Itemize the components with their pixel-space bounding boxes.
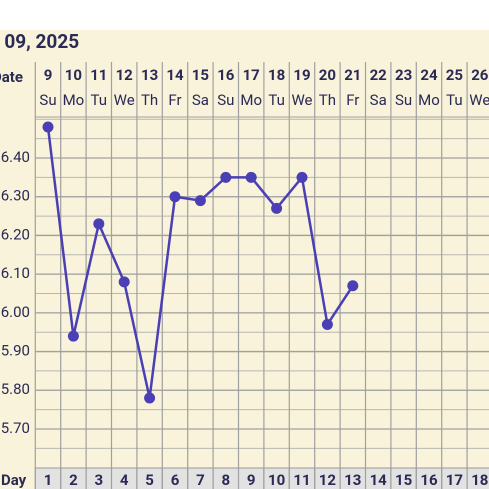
- data-point: [321, 318, 333, 330]
- y-tick-label: 36.20: [0, 225, 30, 243]
- y-tick-label: 35.70: [0, 419, 30, 437]
- date-label: 13: [141, 66, 158, 84]
- x-tick-label: 3: [94, 471, 103, 489]
- data-point: [42, 121, 54, 133]
- x-tick-label: 17: [446, 471, 463, 489]
- y-tick-label: 36.10: [0, 264, 30, 282]
- background: [0, 30, 489, 489]
- weekday-label: Th: [141, 91, 158, 109]
- date-label: 10: [65, 66, 82, 84]
- x-tick-label: 1: [44, 471, 53, 489]
- data-point: [118, 276, 130, 288]
- date-label: 25: [446, 66, 463, 84]
- x-tick-label: 7: [196, 471, 205, 489]
- date-label: 16: [217, 66, 235, 84]
- date-label: 15: [192, 66, 209, 84]
- x-tick-label: 10: [268, 471, 285, 489]
- data-point: [347, 280, 359, 292]
- weekday-label: Sa: [192, 91, 209, 109]
- weekday-label: Sa: [370, 91, 387, 109]
- x-tick-label: 8: [221, 471, 230, 489]
- x-tick-label: 9: [247, 471, 256, 489]
- x-tick-label: 13: [344, 471, 361, 489]
- data-point: [245, 171, 257, 183]
- weekday-label: Fr: [168, 91, 181, 109]
- weekday-label: Su: [39, 91, 56, 109]
- weekday-label: Su: [395, 91, 412, 109]
- top-band: [0, 0, 489, 30]
- date-label: 20: [319, 66, 336, 84]
- y-tick-label: 35.90: [0, 342, 30, 360]
- weekday-label: Mo: [63, 91, 85, 109]
- x-tick-label: 16: [420, 471, 438, 489]
- weekday-label: Tu: [91, 91, 108, 109]
- x-tick-label: 6: [171, 471, 180, 489]
- date-label: 23: [395, 66, 412, 84]
- data-point: [220, 171, 232, 183]
- data-point: [296, 171, 308, 183]
- weekday-label: Tu: [268, 91, 285, 109]
- data-point: [93, 218, 105, 230]
- x-tick-label: 2: [69, 471, 78, 489]
- data-point: [194, 195, 206, 207]
- x-tick-label: 11: [293, 471, 310, 489]
- x-tick-label: 4: [120, 471, 129, 489]
- date-label: Date: [0, 68, 23, 86]
- date-label: 18: [268, 66, 285, 84]
- data-point: [144, 392, 156, 404]
- y-tick-label: 36.30: [0, 187, 30, 205]
- date-label: 26: [471, 66, 489, 84]
- weekday-label: Th: [319, 91, 336, 109]
- y-tick-label: 35.80: [0, 380, 30, 398]
- x-tick-label: 18: [471, 471, 488, 489]
- y-tick-label: 36.40: [0, 148, 30, 166]
- data-point: [271, 202, 283, 214]
- x-tick-label: 5: [145, 471, 154, 489]
- weekday-label: Mo: [240, 91, 262, 109]
- x-tick-label: 12: [319, 471, 337, 489]
- data-point: [67, 330, 79, 342]
- date-label: 12: [116, 66, 134, 84]
- date-label: 11: [90, 66, 107, 84]
- x-tick-label: 15: [395, 471, 412, 489]
- date-label: 9: [44, 66, 53, 84]
- date-label: 19: [293, 66, 310, 84]
- y-tick-label: 36.00: [0, 303, 30, 321]
- weekday-label: We: [469, 91, 489, 109]
- date-label: 22: [370, 66, 388, 84]
- weekday-label: We: [291, 91, 312, 109]
- weekday-label: Tu: [446, 91, 463, 109]
- data-point: [169, 191, 181, 203]
- weekday-label: Fr: [346, 91, 359, 109]
- weekday-label: Su: [217, 91, 234, 109]
- date-label: 24: [420, 66, 438, 84]
- chart-title: Nov 09, 2025: [0, 30, 79, 53]
- date-label: 17: [243, 66, 260, 84]
- date-label: 21: [344, 66, 361, 84]
- weekday-label: Mo: [418, 91, 440, 109]
- x-tick-label: 14: [370, 471, 388, 489]
- weekday-label: We: [114, 91, 135, 109]
- date-label: 14: [166, 66, 184, 84]
- day-label: Day: [1, 471, 27, 489]
